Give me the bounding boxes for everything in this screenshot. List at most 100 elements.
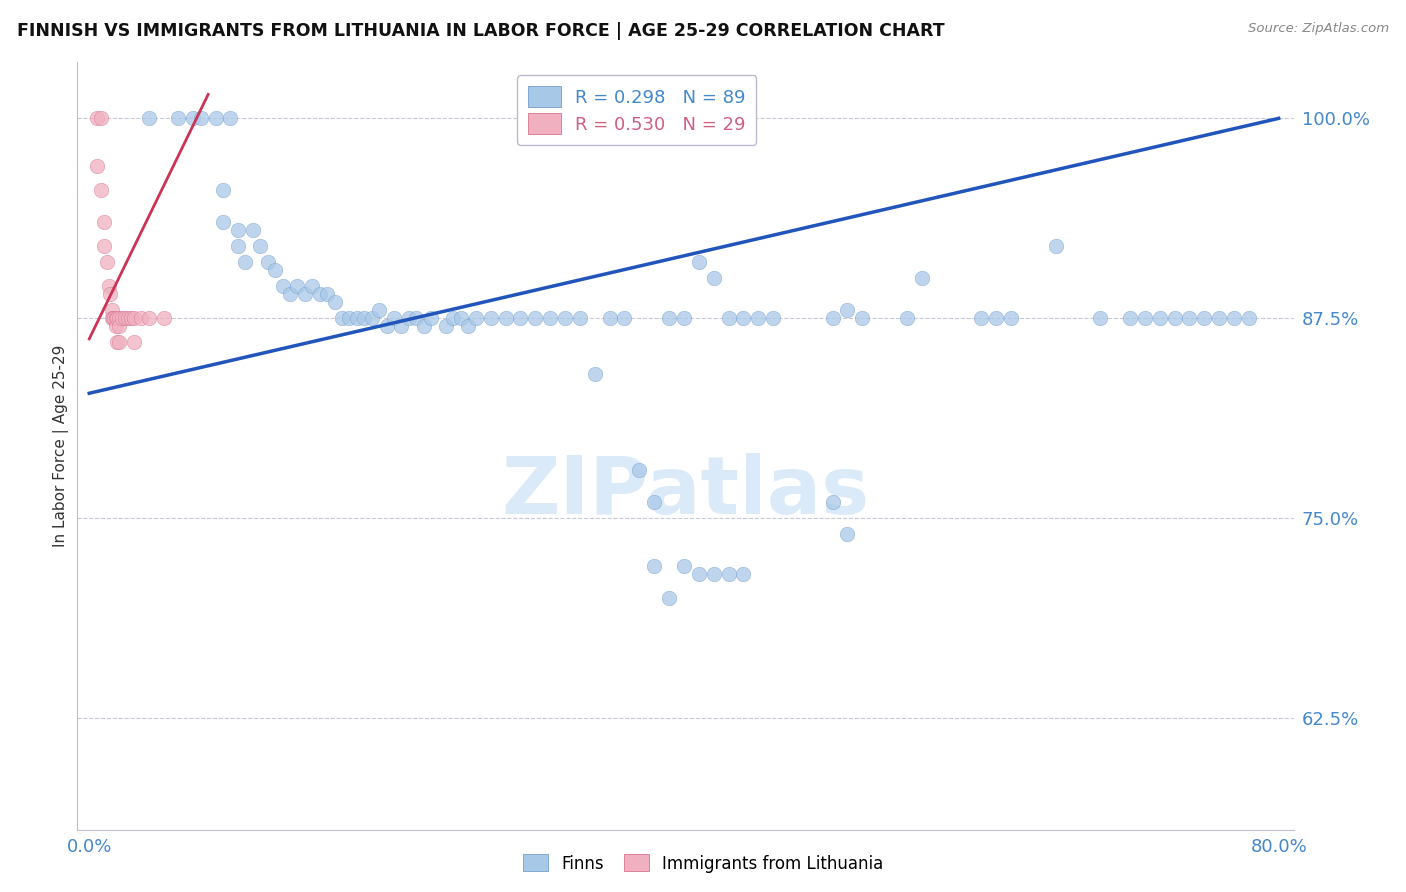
Point <box>495 311 517 326</box>
Point <box>837 527 859 541</box>
Point <box>167 112 190 126</box>
Point <box>1208 311 1230 326</box>
Point <box>339 311 361 326</box>
Point <box>152 311 174 326</box>
Point <box>1237 311 1260 326</box>
Point <box>107 335 129 350</box>
Point <box>717 566 740 581</box>
Point <box>391 319 413 334</box>
Point <box>762 311 785 326</box>
Point <box>1133 311 1156 326</box>
Point <box>703 271 725 285</box>
Point <box>821 495 844 509</box>
Point <box>90 183 112 197</box>
Point <box>568 311 591 326</box>
Y-axis label: In Labor Force | Age 25-29: In Labor Force | Age 25-29 <box>53 345 69 547</box>
Point <box>1090 311 1112 326</box>
Point <box>86 112 108 126</box>
Point <box>479 311 502 326</box>
Text: Source: ZipAtlas.com: Source: ZipAtlas.com <box>1249 22 1389 36</box>
Point <box>226 223 249 237</box>
Text: ZIPatlas: ZIPatlas <box>502 453 869 531</box>
Point <box>911 271 934 285</box>
Legend: R = 0.298   N = 89, R = 0.530   N = 29: R = 0.298 N = 89, R = 0.530 N = 29 <box>517 75 756 145</box>
Point <box>120 311 142 326</box>
Point <box>242 223 264 237</box>
Point <box>264 263 287 277</box>
Point <box>122 335 145 350</box>
Point <box>301 279 323 293</box>
Point <box>420 311 443 326</box>
Point <box>98 287 121 301</box>
Point <box>316 287 339 301</box>
Point <box>323 295 346 310</box>
Point <box>672 558 695 573</box>
Point <box>837 303 859 318</box>
Point <box>104 311 127 326</box>
Point <box>1119 311 1142 326</box>
Point <box>233 255 256 269</box>
Point <box>212 183 235 197</box>
Point <box>287 279 309 293</box>
Point <box>821 311 844 326</box>
Point <box>346 311 368 326</box>
Point <box>108 311 131 326</box>
Point <box>382 311 405 326</box>
Point <box>628 463 651 477</box>
Point <box>117 311 139 326</box>
Point <box>643 495 665 509</box>
Point <box>412 319 434 334</box>
Point <box>330 311 353 326</box>
Point <box>226 239 249 253</box>
Point <box>104 319 127 334</box>
Point <box>1163 311 1185 326</box>
Point <box>375 319 398 334</box>
Point <box>672 311 695 326</box>
Point <box>360 311 382 326</box>
Point <box>1194 311 1216 326</box>
Point <box>181 112 204 126</box>
Point <box>308 287 330 301</box>
Point <box>509 311 531 326</box>
Point <box>86 159 108 173</box>
Point <box>1178 311 1201 326</box>
Point <box>443 311 465 326</box>
Point <box>554 311 576 326</box>
Point <box>129 311 152 326</box>
Point <box>688 566 710 581</box>
Point <box>896 311 918 326</box>
Point <box>122 311 145 326</box>
Point <box>353 311 375 326</box>
Point <box>717 311 740 326</box>
Point <box>107 311 129 326</box>
Point <box>703 566 725 581</box>
Point <box>114 311 136 326</box>
Point <box>658 591 681 605</box>
Point <box>733 566 755 581</box>
Point <box>583 367 606 381</box>
Point <box>434 319 457 334</box>
Point <box>986 311 1008 326</box>
Point <box>733 311 755 326</box>
Point <box>457 319 479 334</box>
Point <box>190 112 212 126</box>
Point <box>219 112 242 126</box>
Point <box>256 255 278 269</box>
Point <box>613 311 636 326</box>
Point <box>93 215 115 229</box>
Point <box>405 311 427 326</box>
Point <box>93 239 115 253</box>
Point <box>212 215 235 229</box>
Point <box>103 311 125 326</box>
Point <box>450 311 472 326</box>
Point <box>101 311 124 326</box>
Point <box>271 279 294 293</box>
Point <box>1223 311 1246 326</box>
Point <box>851 311 873 326</box>
Point <box>658 311 681 326</box>
Point <box>108 335 131 350</box>
Point <box>599 311 621 326</box>
Point <box>970 311 993 326</box>
Point <box>464 311 486 326</box>
Point <box>294 287 316 301</box>
